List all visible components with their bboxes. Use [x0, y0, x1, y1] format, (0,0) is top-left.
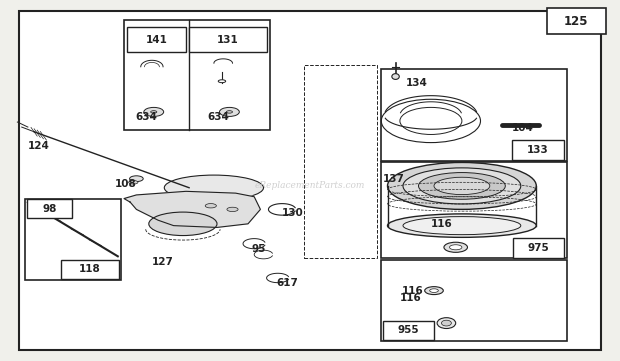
- Text: 975: 975: [528, 243, 550, 253]
- Bar: [127, 27, 186, 52]
- Bar: [547, 8, 606, 34]
- Ellipse shape: [434, 177, 490, 195]
- Ellipse shape: [388, 214, 536, 238]
- Text: 133: 133: [527, 145, 549, 155]
- Bar: [61, 260, 119, 279]
- Text: 116: 116: [402, 286, 423, 296]
- Ellipse shape: [450, 245, 462, 250]
- Text: eReplacementParts.com: eReplacementParts.com: [255, 182, 365, 190]
- Bar: [189, 27, 267, 52]
- Bar: [304, 65, 377, 258]
- Bar: [513, 238, 564, 258]
- Bar: [124, 20, 270, 130]
- Ellipse shape: [392, 74, 399, 79]
- Ellipse shape: [219, 108, 239, 116]
- Text: 130: 130: [282, 208, 304, 218]
- Text: 134: 134: [406, 78, 428, 88]
- Ellipse shape: [425, 287, 443, 295]
- Text: 124: 124: [28, 141, 50, 151]
- Text: 116: 116: [400, 293, 422, 303]
- Ellipse shape: [129, 180, 138, 184]
- Ellipse shape: [218, 80, 226, 83]
- Ellipse shape: [403, 217, 521, 235]
- Bar: [383, 321, 434, 340]
- Bar: [381, 69, 567, 161]
- Bar: [512, 140, 564, 160]
- Bar: [27, 199, 72, 218]
- Text: 104: 104: [512, 123, 533, 133]
- Ellipse shape: [164, 175, 264, 200]
- Text: 118: 118: [79, 264, 101, 274]
- Ellipse shape: [388, 162, 536, 209]
- Ellipse shape: [226, 111, 232, 113]
- Ellipse shape: [205, 204, 216, 208]
- Text: 116: 116: [431, 219, 453, 229]
- Bar: [25, 199, 121, 280]
- Ellipse shape: [151, 111, 157, 113]
- Ellipse shape: [130, 176, 143, 182]
- Text: 955: 955: [398, 326, 419, 335]
- Ellipse shape: [441, 320, 451, 326]
- Text: 634: 634: [135, 112, 157, 122]
- Text: 95: 95: [251, 244, 265, 254]
- Text: 98: 98: [42, 204, 57, 214]
- Ellipse shape: [149, 212, 217, 235]
- Text: 108: 108: [115, 179, 136, 189]
- Text: 634: 634: [208, 112, 229, 122]
- Text: 617: 617: [276, 278, 298, 288]
- Ellipse shape: [430, 289, 438, 292]
- Text: 127: 127: [152, 257, 174, 267]
- Ellipse shape: [418, 173, 505, 199]
- Text: 131: 131: [217, 35, 239, 45]
- Ellipse shape: [444, 242, 467, 252]
- Ellipse shape: [227, 207, 238, 212]
- Polygon shape: [124, 191, 260, 227]
- Ellipse shape: [144, 108, 164, 116]
- Bar: [381, 162, 567, 258]
- Text: 125: 125: [564, 15, 588, 28]
- Bar: [381, 260, 567, 341]
- Ellipse shape: [437, 318, 456, 329]
- Text: 141: 141: [146, 35, 167, 45]
- Text: 137: 137: [383, 174, 405, 184]
- Ellipse shape: [403, 168, 521, 204]
